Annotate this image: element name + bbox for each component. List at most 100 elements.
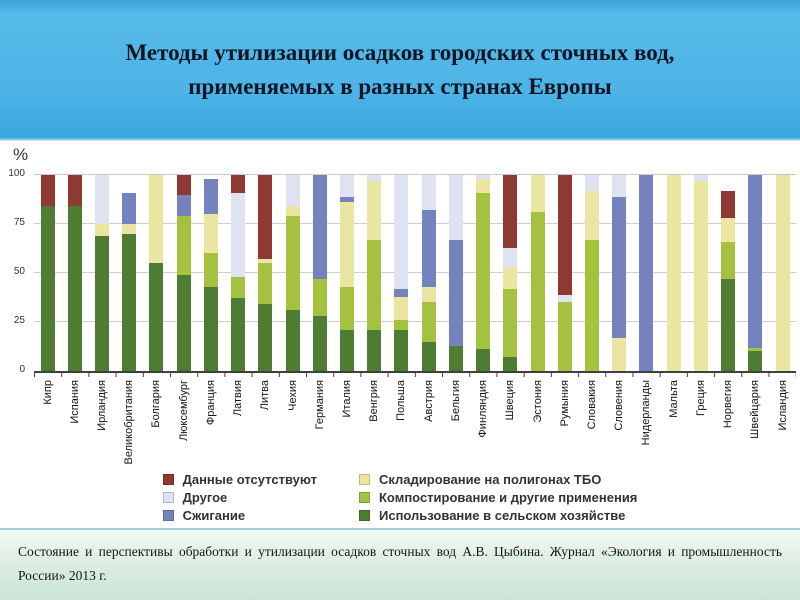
bar-column	[170, 175, 197, 371]
bar-segment-compost	[203, 253, 218, 287]
bar-Болгария	[149, 175, 164, 371]
legend-label-landfill: Складирование на полигонах ТБО	[379, 472, 602, 487]
bar-Словакия	[584, 175, 599, 371]
bar-column	[687, 175, 714, 371]
bar-column	[88, 175, 115, 371]
gridline	[34, 321, 796, 322]
bar-segment-incineration	[748, 175, 763, 348]
legend-swatch-other	[162, 492, 174, 503]
bar-segment-agriculture	[258, 304, 273, 371]
bar-Румыния	[557, 175, 572, 371]
gridline	[34, 272, 796, 273]
x-label-slot: Люксембург	[170, 380, 197, 474]
x-axis-label: Эстония	[531, 380, 544, 423]
bar-segment-compost	[584, 239, 599, 371]
bar-segment-incineration	[448, 239, 463, 346]
x-axis-label: Литва	[259, 380, 272, 411]
x-label-slot: Словения	[606, 380, 633, 474]
x-axis-label: Румыния	[558, 380, 571, 427]
x-axis-label: Бельгия	[449, 380, 462, 422]
legend-swatch-landfill	[359, 474, 370, 485]
x-label-slot: Италия	[333, 380, 360, 474]
x-axis-label: Ирландия	[96, 380, 109, 431]
bar-segment-incineration	[394, 288, 409, 297]
bar-column	[61, 175, 88, 371]
x-axis-label: Германия	[313, 380, 326, 430]
bar-segment-incineration	[421, 210, 436, 287]
legend-item-landfill: Складирование на полигонах ТБО	[359, 472, 637, 487]
legend-label-incineration: Сжигание	[182, 508, 246, 523]
bar-segment-other	[448, 175, 463, 240]
bar-segment-no_data	[503, 175, 518, 248]
x-label-slot: Германия	[306, 380, 333, 474]
slide-footer: Состояние и перспективы обработки и утил…	[0, 530, 800, 600]
bar-column	[524, 175, 551, 371]
bar-segment-landfill	[612, 337, 627, 371]
bar-segment-other	[367, 175, 382, 181]
bar-Литва	[258, 175, 273, 371]
legend-label-agriculture: Использование в сельском хозяйстве	[379, 508, 626, 523]
bar-segment-compost	[421, 302, 436, 342]
x-axis-label: Франция	[204, 380, 217, 426]
slide-header: Методы утилизации осадков городских сточ…	[0, 0, 800, 140]
bar-column	[742, 175, 769, 371]
bar-segment-no_data	[557, 175, 572, 295]
bar-segment-landfill	[285, 206, 300, 217]
bar-segment-landfill	[340, 202, 355, 287]
bar-segment-other	[557, 294, 572, 303]
x-label-slot: Польша	[388, 380, 415, 474]
bar-segment-landfill	[666, 175, 681, 371]
x-axis-label: Люксембург	[177, 380, 190, 442]
x-axis-label: Греция	[694, 380, 707, 416]
bar-column	[442, 175, 469, 371]
legend-item-compost: Компостирование и другие применения	[359, 490, 637, 505]
bar-Нидерланды	[639, 175, 654, 371]
bar-segment-agriculture	[448, 345, 463, 371]
bar-segment-compost	[285, 216, 300, 311]
bar-column	[34, 175, 61, 371]
legend-column-right: Складирование на полигонах ТБО Компостиро…	[359, 472, 637, 523]
bar-segment-compost	[557, 302, 572, 371]
bar-column	[388, 175, 415, 371]
bar-segment-compost	[367, 239, 382, 330]
x-label-slot: Словакия	[578, 380, 605, 474]
x-axis-label: Италия	[341, 380, 354, 418]
x-axis-label: Словения	[613, 380, 626, 431]
bar-segment-compost	[748, 347, 763, 352]
bar-segment-agriculture	[149, 263, 164, 371]
bar-segment-compost	[340, 286, 355, 330]
bar-segment-landfill	[122, 224, 137, 234]
bar-segment-agriculture	[340, 329, 355, 371]
x-axis-label: Финляндия	[477, 380, 490, 438]
bar-segment-other	[476, 175, 491, 179]
x-label-slot: Литва	[252, 380, 279, 474]
bar-segment-compost	[258, 263, 273, 305]
x-label-slot: Латвия	[225, 380, 252, 474]
bar-segment-agriculture	[285, 310, 300, 371]
x-label-slot: Нидерланды	[633, 380, 660, 474]
bar-segment-landfill	[503, 267, 518, 289]
bar-segment-no_data	[721, 190, 736, 219]
bar-column	[306, 175, 333, 371]
y-axis-tick-label: 100	[8, 168, 25, 179]
bar-segment-agriculture	[40, 206, 55, 371]
x-labels-row: Кипр Испания Ирландия Великобритания Болгари…	[34, 380, 796, 474]
legend-swatch-no_data	[162, 474, 174, 485]
x-axis-label: Словакия	[585, 380, 598, 430]
bar-segment-compost	[721, 241, 736, 279]
bar-segment-other	[340, 175, 355, 197]
bar-segment-other	[394, 175, 409, 289]
bar-segment-compost	[476, 192, 491, 350]
bar-segment-landfill	[203, 214, 218, 254]
x-label-slot: Кипр	[34, 380, 61, 474]
bar-segment-compost	[231, 276, 246, 299]
legend-swatch-compost	[359, 492, 370, 503]
bar-Австрия	[421, 175, 436, 371]
legend-swatch-agriculture	[359, 510, 370, 521]
x-label-slot: Норвегия	[714, 380, 741, 474]
bar-segment-other	[285, 175, 300, 207]
separator-line	[0, 528, 800, 530]
bar-segment-incineration	[639, 175, 654, 371]
bar-segment-compost	[394, 320, 409, 330]
x-label-slot: Швейцария	[742, 380, 769, 474]
